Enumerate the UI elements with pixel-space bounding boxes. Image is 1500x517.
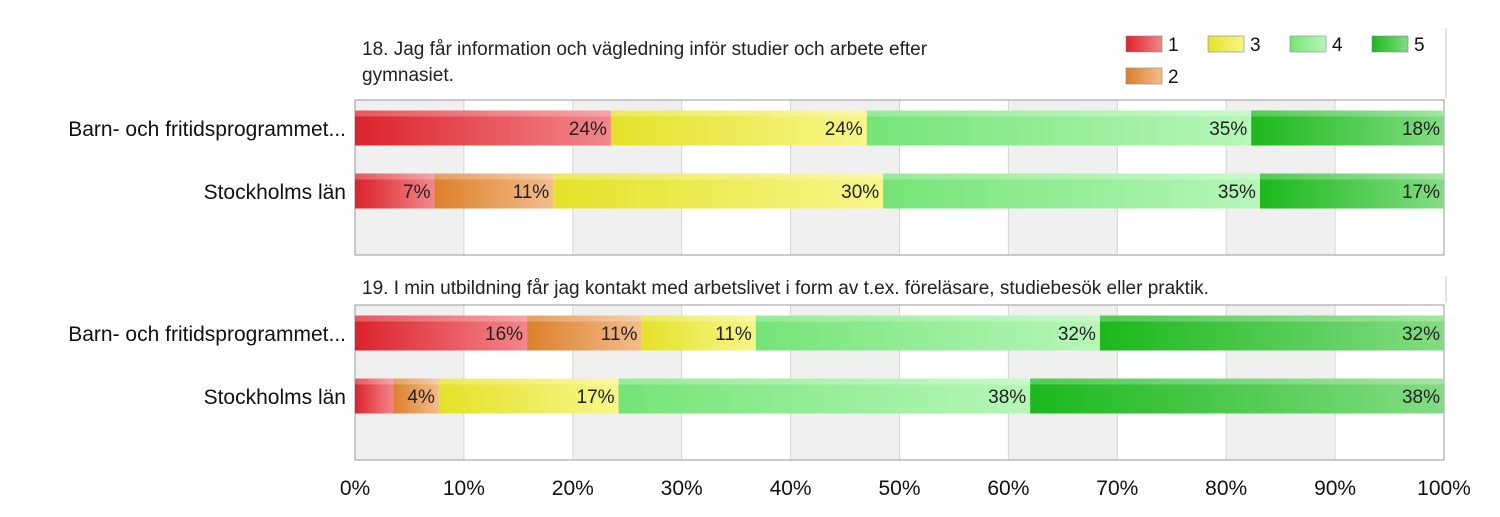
bar-segment [355, 378, 394, 414]
bar-segment-highlight [883, 173, 1260, 180]
bar-segment [527, 315, 642, 351]
legend-label: 3 [1250, 35, 1261, 56]
data-label: 11% [513, 182, 550, 203]
bar-segment-highlight [618, 378, 1031, 385]
x-tick-label: 90% [1314, 477, 1356, 500]
data-label: 38% [1402, 387, 1440, 408]
bar-segment [866, 110, 1252, 146]
legend-label: 4 [1332, 35, 1343, 56]
category-label: Stockholms län [204, 181, 346, 204]
bar-segment-highlight [1030, 378, 1444, 385]
data-label: 16% [485, 324, 523, 345]
data-label: 32% [1058, 324, 1096, 345]
bar-segment-highlight [527, 315, 642, 322]
bar-segment [883, 173, 1260, 209]
bar-segment-highlight [355, 110, 611, 117]
legend-label: 5 [1414, 35, 1425, 56]
panel-title: 19. I min utbildning får jag kontakt med… [362, 278, 1209, 299]
bar-segment [1099, 315, 1444, 351]
bar-segment [755, 315, 1100, 351]
bar-segment-highlight [393, 378, 439, 385]
bar-segment-highlight [1251, 110, 1444, 117]
data-label: 11% [715, 324, 752, 345]
x-tick-label: 100% [1417, 477, 1471, 500]
legend-swatch [1125, 35, 1163, 53]
bar-segment-highlight [355, 315, 528, 322]
bar-segment-highlight [434, 173, 554, 180]
bar-segment-highlight [553, 173, 884, 180]
data-label: 32% [1402, 324, 1440, 345]
bar-segment-highlight [755, 315, 1100, 322]
panel-2: 19. I min utbildning får jag kontakt med… [68, 276, 1447, 461]
legend-swatch [1289, 35, 1327, 53]
bar-segment [641, 315, 756, 351]
bar-segment-highlight [438, 378, 619, 385]
data-label: 4% [407, 387, 435, 408]
bar-segment [1030, 378, 1444, 414]
x-tick-label: 0% [340, 477, 370, 500]
data-label: 17% [577, 387, 615, 408]
bar-segment [553, 173, 884, 209]
x-tick-label: 70% [1096, 477, 1138, 500]
bar-segment [434, 173, 554, 209]
bar-segment-highlight [355, 378, 394, 385]
panel-1: 18. Jag får information och vägledning i… [68, 28, 1447, 256]
x-tick-label: 80% [1205, 477, 1247, 500]
x-tick-label: 40% [770, 477, 812, 500]
x-tick-label: 20% [552, 477, 594, 500]
data-label: 24% [569, 119, 607, 140]
data-label: 7% [403, 182, 431, 203]
data-label: 24% [825, 119, 863, 140]
x-tick-label: 50% [878, 477, 920, 500]
bar-segment [393, 378, 439, 414]
bar-segment-highlight [1099, 315, 1444, 322]
legend-label: 1 [1168, 35, 1179, 56]
data-label: 18% [1402, 119, 1440, 140]
category-label: Barn- och fritidsprogrammet... [68, 118, 346, 141]
bar-segment [1251, 110, 1444, 146]
x-tick-label: 30% [661, 477, 703, 500]
category-label: Stockholms län [204, 386, 346, 409]
panel-title: 18. Jag får information och vägledning i… [362, 39, 928, 60]
data-label: 30% [841, 182, 879, 203]
legend-swatch [1125, 67, 1163, 85]
bar-segment-highlight [1259, 173, 1444, 180]
bar-segment-highlight [355, 173, 435, 180]
bar-segment [355, 110, 611, 146]
data-label: 38% [988, 387, 1026, 408]
legend-swatch [1371, 35, 1409, 53]
data-label: 35% [1209, 119, 1247, 140]
data-label: 35% [1218, 182, 1256, 203]
x-tick-label: 60% [987, 477, 1029, 500]
bar-segment-highlight [866, 110, 1252, 117]
bar-segment [438, 378, 619, 414]
bar-segment [355, 173, 435, 209]
data-label: 11% [601, 324, 638, 345]
data-label: 17% [1402, 182, 1440, 203]
x-tick-label: 10% [443, 477, 485, 500]
legend-swatch [1207, 35, 1245, 53]
panel-title: gymnasiet. [362, 65, 454, 86]
bar-segment [618, 378, 1031, 414]
bar-segment-highlight [641, 315, 756, 322]
bar-segment-highlight [610, 110, 867, 117]
category-label: Barn- och fritidsprogrammet... [68, 323, 346, 346]
bar-segment [355, 315, 528, 351]
bar-segment [610, 110, 867, 146]
legend-label: 2 [1168, 67, 1179, 88]
bar-segment [1259, 173, 1444, 209]
